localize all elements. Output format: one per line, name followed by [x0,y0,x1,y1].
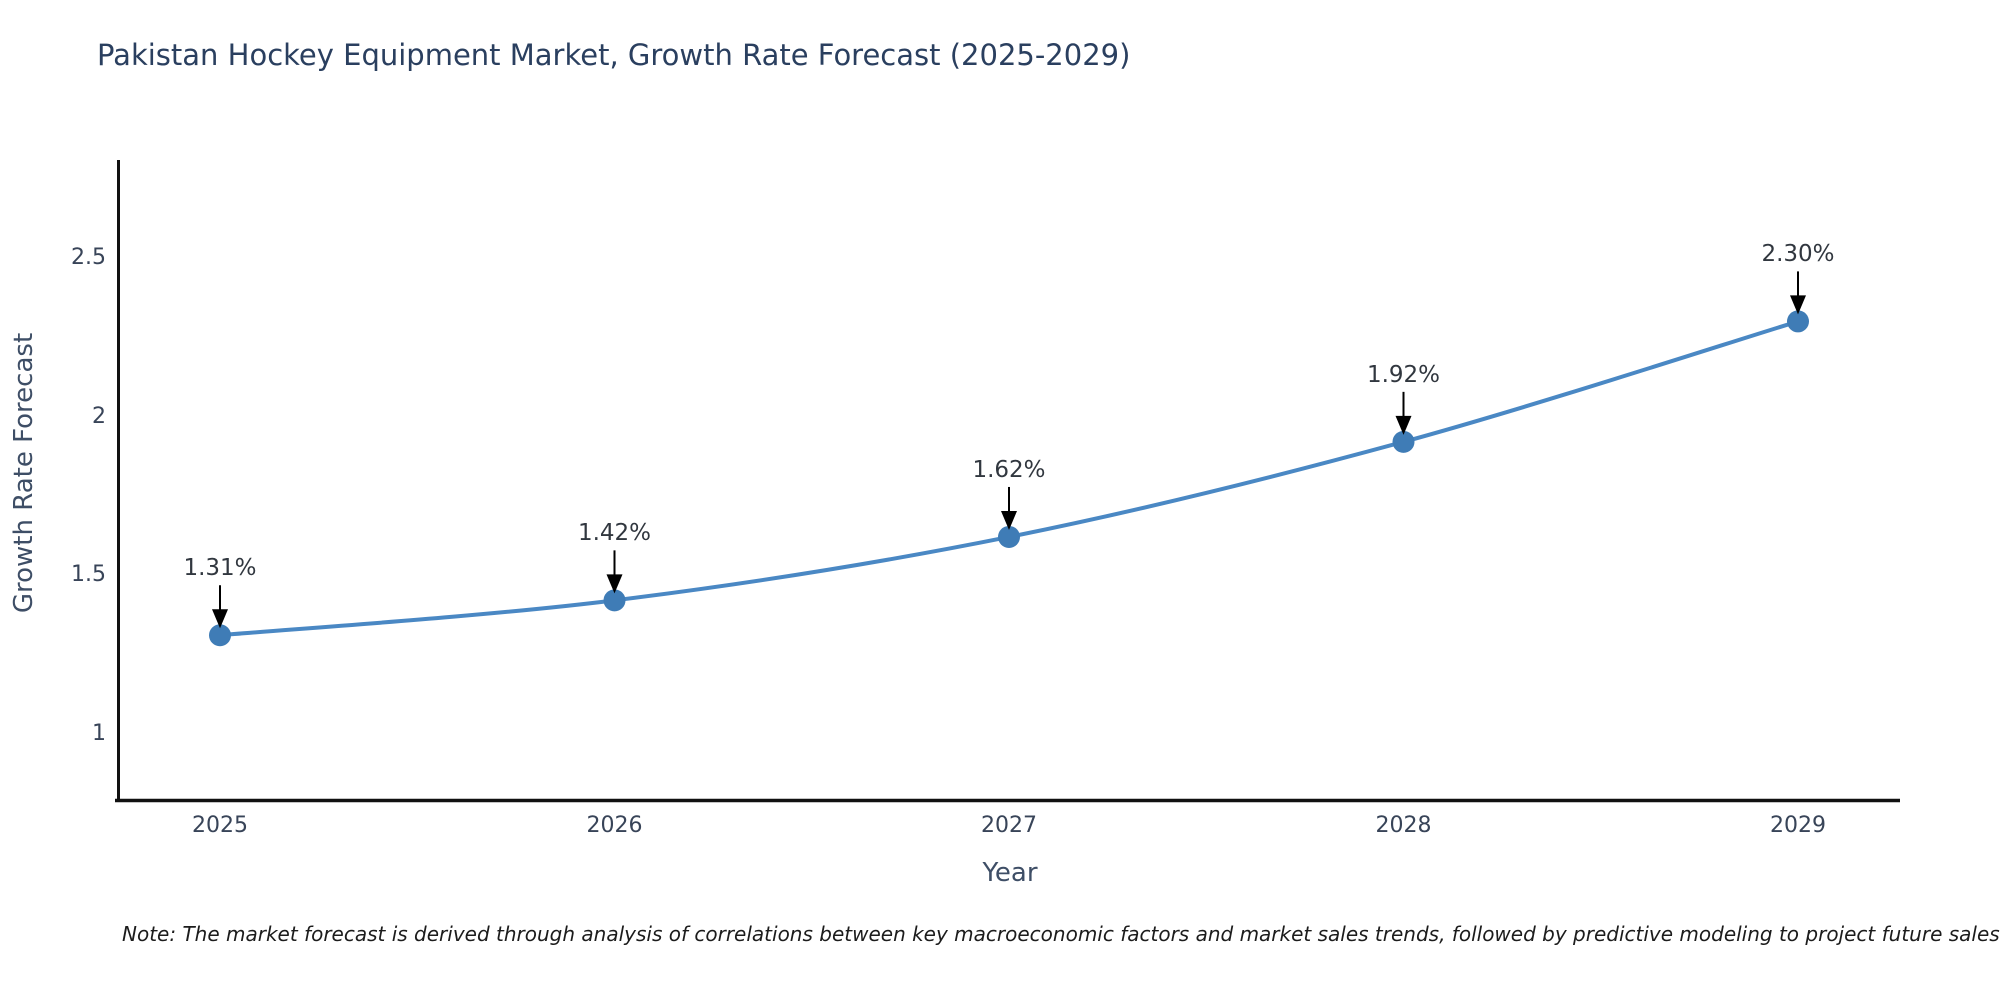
y-tick-label: 2.5 [71,245,106,270]
x-tick-label: 2029 [1770,813,1826,838]
x-axis-title: Year [982,858,1038,888]
point-label: 1.92% [1366,361,1441,388]
data-point-marker [209,624,231,647]
footnote: Note: The market forecast is derived thr… [122,922,2000,946]
annotation-arrowhead-icon [212,609,228,629]
annotation-arrowhead-icon [1790,295,1806,315]
chart-title: Pakistan Hockey Equipment Market, Growth… [97,38,1131,72]
y-tick-label: 2 [92,403,106,429]
point-label: 1.62% [972,456,1046,483]
y-tick-label: 1 [92,720,106,746]
x-tick-label: 2027 [981,813,1037,838]
x-tick-label: 2025 [192,813,248,838]
data-point-marker [998,525,1020,548]
y-tick-label: 1.5 [71,562,106,587]
point-label: 1.42% [577,520,652,547]
data-point-marker [1392,430,1415,453]
x-tick-label: 2028 [1375,813,1432,838]
data-point-marker [603,589,626,612]
marker-layer [209,310,1809,647]
annotation-arrowhead-icon [1395,415,1412,435]
point-label: 2.30% [1761,241,1835,268]
annotation-arrowhead-icon [1001,510,1017,530]
data-point-marker [1787,310,1809,333]
x-tick-label: 2026 [586,813,643,838]
annotation-arrowhead-icon [606,574,623,594]
point-label: 1.31% [183,555,257,582]
annotation-arrow-layer [212,271,1806,629]
